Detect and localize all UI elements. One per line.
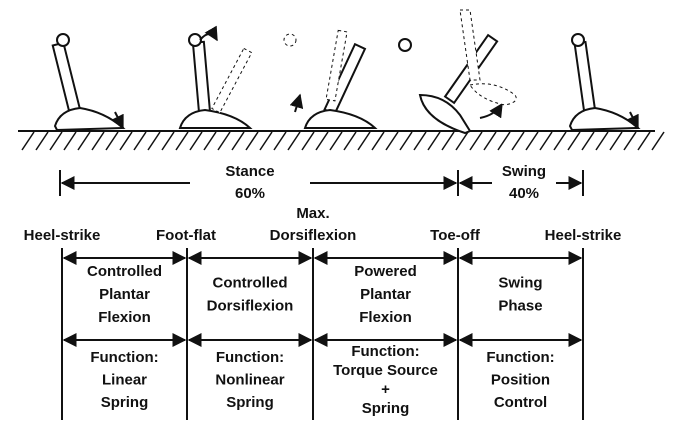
hatch-line bbox=[91, 131, 105, 151]
hatch-line bbox=[399, 131, 413, 151]
hatch-line bbox=[329, 131, 343, 151]
phase-name: Plantar bbox=[360, 286, 411, 303]
phase-function: Spring bbox=[101, 394, 149, 411]
phase-function: Function: bbox=[216, 349, 284, 366]
phase-function: Position bbox=[491, 371, 550, 388]
phase-function: Function: bbox=[486, 349, 554, 366]
timeline: Stance 60% Swing 40% bbox=[59, 163, 584, 202]
hatch-line bbox=[301, 131, 315, 151]
hatch-line bbox=[371, 131, 385, 151]
phase-name: Phase bbox=[498, 297, 542, 314]
hatch-line bbox=[413, 131, 427, 151]
hatch-line bbox=[357, 131, 371, 151]
hatch-line bbox=[63, 131, 77, 151]
hatch-line bbox=[651, 131, 665, 151]
hatch-line bbox=[217, 131, 231, 151]
hatch-line bbox=[455, 131, 469, 151]
hatch-line bbox=[609, 131, 623, 151]
hatch-line bbox=[21, 131, 35, 151]
phase-function: Function: bbox=[351, 343, 419, 360]
prosthesis-illustrations bbox=[51, 9, 641, 135]
phase-name: Powered bbox=[354, 263, 417, 280]
event-label: Dorsiflexion bbox=[270, 227, 357, 244]
hatch-line bbox=[105, 131, 119, 151]
hatch-line bbox=[483, 131, 497, 151]
hatch-line bbox=[161, 131, 175, 151]
event-label: Max. bbox=[296, 205, 329, 222]
phase-name: Controlled bbox=[213, 274, 288, 291]
hatch-line bbox=[385, 131, 399, 151]
phase-function: Spring bbox=[362, 400, 410, 417]
hatch-line bbox=[343, 131, 357, 151]
hatch-line bbox=[147, 131, 161, 151]
hatch-line bbox=[637, 131, 651, 151]
hatch-line bbox=[189, 131, 203, 151]
phase-function: + bbox=[381, 381, 390, 398]
hatch-line bbox=[77, 131, 91, 151]
event-label: Foot-flat bbox=[156, 227, 216, 244]
phase-function: Spring bbox=[226, 394, 274, 411]
hatch-line bbox=[315, 131, 329, 151]
phase-function: Control bbox=[494, 394, 547, 411]
hatch-line bbox=[49, 131, 63, 151]
phase-function: Torque Source bbox=[333, 362, 438, 379]
event-label: Toe-off bbox=[430, 227, 481, 244]
phase-name: Swing bbox=[498, 274, 542, 291]
hatch-line bbox=[203, 131, 217, 151]
phase-name: Plantar bbox=[99, 286, 150, 303]
ground bbox=[18, 130, 665, 151]
event-label: Heel-strike bbox=[545, 227, 622, 244]
hatch-line bbox=[553, 131, 567, 151]
hatch-line bbox=[259, 131, 273, 151]
phase-name: Dorsiflexion bbox=[207, 297, 294, 314]
hatch-line bbox=[119, 131, 133, 151]
swing-label: Swing bbox=[502, 163, 546, 180]
phase-name: Flexion bbox=[98, 309, 151, 326]
phase-function: Function: bbox=[90, 349, 158, 366]
hatch-line bbox=[287, 131, 301, 151]
hatch-line bbox=[469, 131, 483, 151]
hatch-line bbox=[497, 131, 511, 151]
phase-table: Heel-strike Foot-flat Max. Dorsiflexion Toe-… bbox=[24, 205, 622, 420]
phase-name: Flexion bbox=[359, 309, 412, 326]
hatch-line bbox=[567, 131, 581, 151]
hatch-line bbox=[427, 131, 441, 151]
hatch-line bbox=[245, 131, 259, 151]
hatch-line bbox=[441, 131, 455, 151]
phase-name: Controlled bbox=[87, 263, 162, 280]
event-label: Heel-strike bbox=[24, 227, 101, 244]
hatch-line bbox=[231, 131, 245, 151]
hatch-line bbox=[35, 131, 49, 151]
hatch-line bbox=[525, 131, 539, 151]
stance-percent: 60% bbox=[235, 185, 265, 202]
hatch-line bbox=[581, 131, 595, 151]
swing-percent: 40% bbox=[509, 185, 539, 202]
hatch-line bbox=[175, 131, 189, 151]
hatch-line bbox=[623, 131, 637, 151]
phase-function: Linear bbox=[102, 371, 147, 388]
stance-label: Stance bbox=[225, 163, 274, 180]
hatch-line bbox=[539, 131, 553, 151]
hatch-line bbox=[133, 131, 147, 151]
phase-function: Nonlinear bbox=[215, 371, 284, 388]
hatch-line bbox=[511, 131, 525, 151]
hatch-line bbox=[273, 131, 287, 151]
hatch-line bbox=[595, 131, 609, 151]
